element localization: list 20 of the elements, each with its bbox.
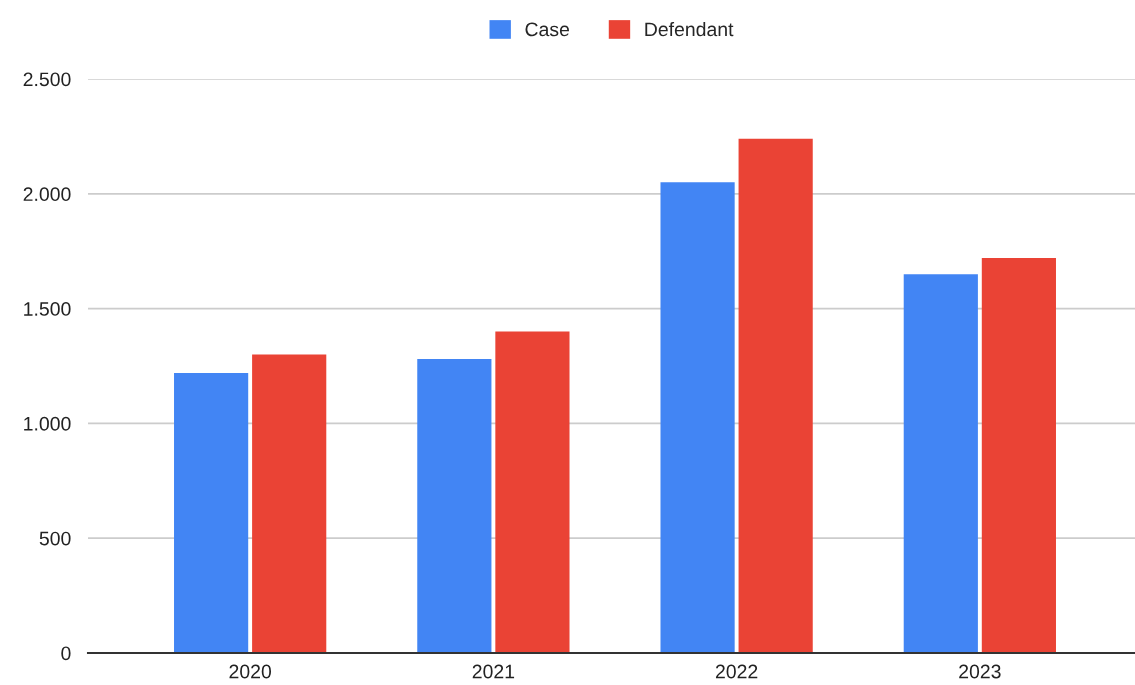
y-tick-label: 1.000 — [24, 416, 71, 431]
bar — [903, 274, 978, 653]
legend-label: Defendant — [645, 21, 734, 37]
y-tick-label: 2.500 — [23, 72, 71, 87]
legend-label: Case — [525, 22, 570, 37]
bar — [495, 331, 570, 653]
bar — [738, 138, 813, 653]
x-tick-label: 2020 — [229, 664, 272, 679]
bar — [174, 372, 249, 653]
bar — [660, 182, 735, 653]
y-tick-label: 500 — [39, 531, 71, 546]
bar — [417, 359, 492, 653]
y-tick-label: 2.000 — [23, 187, 71, 202]
y-tick-label: 0 — [61, 646, 71, 661]
x-tick-label: 2023 — [959, 664, 1001, 679]
x-tick-label: 2022 — [715, 664, 758, 679]
bar — [252, 354, 327, 653]
y-tick-label: 1.500 — [24, 302, 71, 316]
bar — [981, 258, 1056, 653]
x-tick-label: 2021 — [472, 664, 515, 679]
